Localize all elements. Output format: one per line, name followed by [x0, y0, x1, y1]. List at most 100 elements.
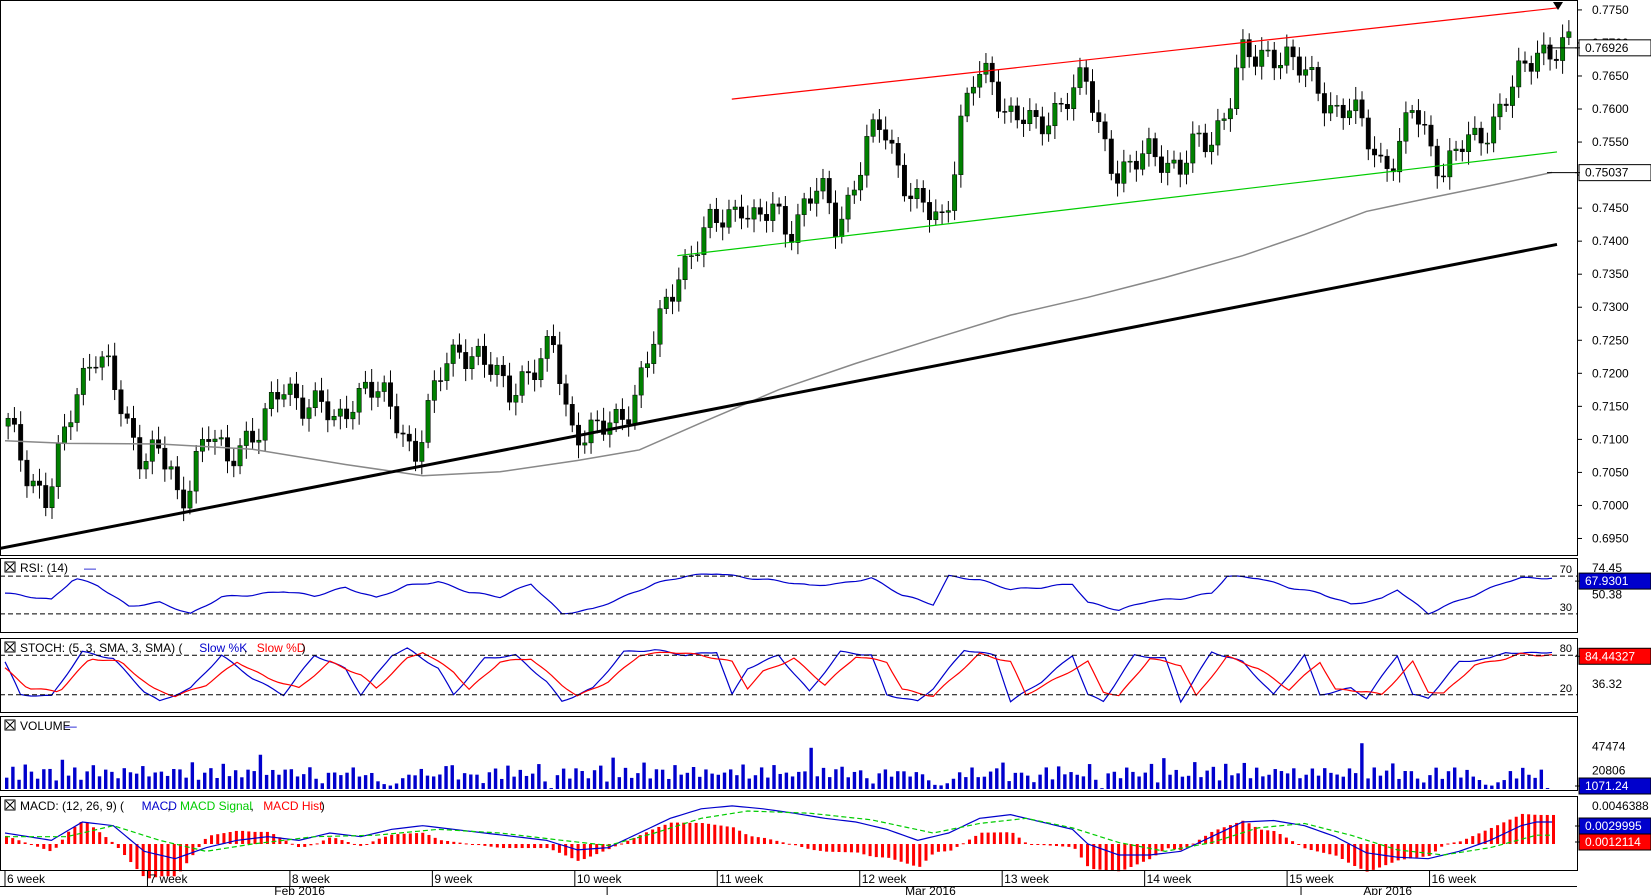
- candle-up: [350, 411, 356, 420]
- candle-up: [707, 208, 713, 228]
- candle-up: [212, 438, 218, 442]
- volume-bar: [648, 778, 652, 789]
- candle-up: [1209, 144, 1215, 153]
- volume-bar: [735, 775, 739, 789]
- candle-down: [118, 389, 124, 415]
- volume-bar: [394, 783, 399, 789]
- candle-up: [914, 188, 920, 199]
- macd-hist-bar: [178, 844, 182, 872]
- volume-bar: [976, 777, 980, 789]
- candle-down: [43, 485, 49, 509]
- macd-hist-bar: [1160, 844, 1164, 852]
- volume-bar: [537, 764, 541, 789]
- candle-down: [1058, 103, 1064, 105]
- week-label: 9 week: [434, 872, 473, 886]
- candle-down: [1064, 103, 1070, 109]
- volume-bar: [97, 776, 102, 789]
- volume-bar: [172, 768, 176, 789]
- volume-bar: [1038, 774, 1042, 789]
- candle-up: [1409, 110, 1415, 113]
- week-label: 11 week: [719, 872, 764, 886]
- candle-down: [889, 139, 895, 144]
- rsi-series-0: [4, 573, 1553, 615]
- macd-hist-bar: [1396, 844, 1400, 861]
- week-label: 12 week: [862, 872, 908, 886]
- candle-down: [989, 62, 995, 83]
- macd-hist-bar: [1508, 819, 1512, 844]
- volume-bar: [295, 776, 300, 789]
- macd-hist-bar: [918, 844, 922, 867]
- macd-hist-bar: [769, 839, 773, 844]
- macd-hist-bar: [1067, 844, 1071, 847]
- volume-bar: [425, 775, 430, 789]
- candle-down: [1528, 63, 1534, 72]
- candle-down: [594, 419, 600, 422]
- macd-hist-bar: [29, 844, 33, 845]
- volume-bar: [1452, 767, 1457, 789]
- candle-up: [375, 391, 381, 398]
- volume-bar: [1366, 778, 1370, 789]
- candle-down: [225, 437, 230, 462]
- price-tick-label: 0.7000: [1592, 498, 1629, 512]
- candle-up: [1347, 110, 1352, 119]
- volume-bar: [116, 778, 120, 789]
- volume-bar: [475, 774, 479, 789]
- macd-hist-bar: [203, 838, 207, 844]
- volume-bar: [1335, 774, 1339, 789]
- macd-hist-bar: [1458, 841, 1462, 844]
- macd-hist-bar: [1322, 844, 1326, 853]
- candle-down: [1002, 111, 1008, 113]
- volume-bar: [530, 773, 535, 789]
- macd-hist-bar: [60, 839, 64, 844]
- candle-up: [55, 443, 61, 487]
- macd-title: MACD: (12, 26, 9) (: [20, 799, 124, 813]
- candle-down: [1422, 124, 1428, 126]
- macd-hist-bar: [1235, 822, 1239, 844]
- candle-down: [876, 119, 882, 130]
- volume-bar: [1434, 767, 1438, 789]
- macd-hist-bar: [843, 844, 847, 853]
- volume-bar: [29, 771, 34, 789]
- candle-up: [262, 408, 268, 441]
- volume-bar: [1298, 778, 1302, 789]
- volume-bar: [66, 775, 71, 789]
- macd-hist-bar: [427, 834, 431, 844]
- candle-down: [438, 380, 444, 382]
- macd-hist-bar: [1346, 844, 1350, 863]
- candle-up: [256, 439, 262, 443]
- macd-hist-bar: [930, 844, 934, 855]
- candle-down: [902, 164, 907, 197]
- volume-bar: [1310, 768, 1315, 789]
- volume-bar: [79, 779, 83, 789]
- stoch-80-level-label: 80: [1560, 643, 1572, 655]
- macd-hist-bar: [967, 839, 971, 844]
- candle-down: [174, 466, 180, 491]
- macd-hist-bar: [750, 836, 754, 844]
- macd-hist-bar: [421, 832, 425, 844]
- macd-hist-bar: [738, 830, 742, 844]
- volume-bar: [1292, 768, 1296, 789]
- volume-bar: [1323, 768, 1327, 789]
- candle-up: [105, 355, 111, 358]
- candle-up: [1071, 87, 1077, 109]
- volume-bar: [376, 781, 380, 789]
- volume-bar: [215, 777, 219, 789]
- candle-down: [1384, 155, 1390, 169]
- macd-hist-bar: [290, 843, 294, 845]
- macd-hist-bar: [452, 841, 456, 844]
- volume-bar: [1069, 772, 1073, 789]
- volume-bar: [809, 747, 813, 789]
- volume-bar: [1403, 771, 1407, 789]
- macd-hist-bar: [1552, 814, 1555, 844]
- macd-hist-bar: [1073, 844, 1077, 849]
- volume-bar: [629, 777, 634, 789]
- volume-bar: [995, 768, 999, 789]
- volume-bar: [1186, 775, 1191, 789]
- volume-bar: [840, 766, 844, 789]
- candle-down: [275, 392, 281, 400]
- volume-value-label: 1071.24: [1585, 779, 1629, 793]
- candle-up: [243, 430, 249, 446]
- candle-down: [757, 207, 763, 215]
- week-label: 6 week: [7, 872, 46, 886]
- price-tick-label: 0.7100: [1592, 432, 1629, 446]
